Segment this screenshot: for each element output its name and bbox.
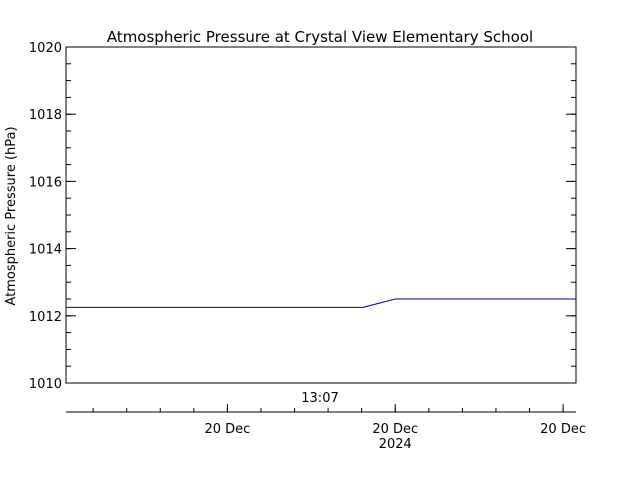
date-tick-label: 20 Dec [540,422,586,437]
pressure-series-line [66,298,576,308]
chart-title: Atmospheric Pressure at Crystal View Ele… [107,28,533,46]
y-tick-label: 1020 [29,41,62,56]
y-tick-label: 1018 [29,108,62,123]
date-tick-label: 20 Dec [372,422,418,437]
y-tick-label: 1014 [29,243,62,258]
y-tick-label: 1010 [29,377,62,392]
plot-frame [65,46,577,384]
time-marker-label: 13:07 [301,391,338,406]
date-year-label: 2024 [379,437,412,452]
y-tick-label: 1012 [29,310,62,325]
y-axis-label: Atmospheric Pressure (hPa) [4,126,19,305]
y-tick-label: 1016 [29,175,62,190]
date-tick-label: 20 Dec [204,422,250,437]
